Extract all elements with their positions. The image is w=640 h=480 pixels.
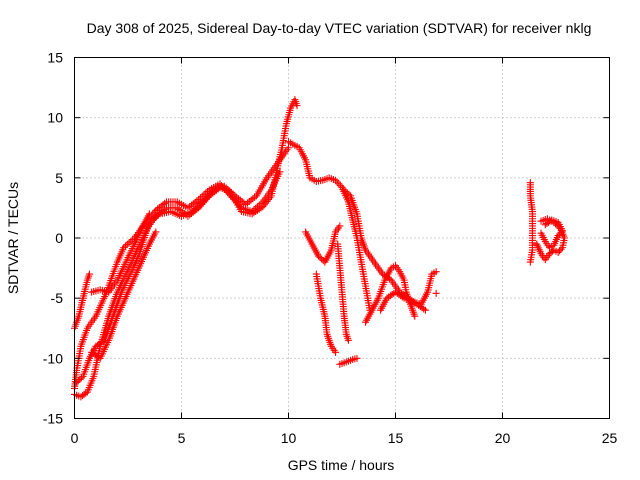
data-point: [77, 374, 85, 382]
data-point: [74, 377, 82, 385]
data-point: [335, 180, 343, 188]
data-point: [343, 189, 351, 197]
series-track-n: [377, 268, 440, 314]
data-point: [293, 102, 301, 110]
data-point: [541, 221, 549, 229]
data-point: [177, 207, 185, 215]
data-point: [276, 168, 284, 176]
y-tick-label: -15: [43, 411, 63, 427]
data-point: [543, 220, 551, 228]
data-point: [257, 204, 265, 212]
data-point: [193, 205, 201, 213]
y-tick-label: 5: [55, 170, 63, 186]
data-point: [432, 289, 440, 297]
data-point: [245, 197, 253, 205]
data-point: [155, 210, 163, 218]
series-track-r: [537, 216, 566, 252]
data-point: [125, 239, 133, 247]
data-point: [537, 217, 545, 225]
data-point: [204, 194, 212, 202]
x-tick-label: 15: [388, 430, 404, 446]
data-point: [161, 199, 169, 207]
data-point: [432, 268, 440, 276]
data-point: [209, 189, 217, 197]
data-point: [193, 197, 201, 205]
data-point: [155, 204, 163, 212]
data-point: [123, 240, 131, 248]
data-point: [411, 312, 419, 320]
data-point: [314, 252, 322, 260]
data-point: [316, 254, 324, 262]
data-point: [199, 199, 207, 207]
x-axis-label: GPS time / hours: [288, 457, 395, 473]
series-track-o: [432, 289, 440, 297]
data-point: [353, 354, 361, 362]
x-tick-label: 20: [495, 430, 511, 446]
data-point: [202, 195, 210, 203]
data-point: [187, 201, 195, 209]
series-track-d: [73, 96, 301, 386]
data-point: [252, 208, 260, 216]
data-point: [398, 293, 406, 301]
axis-ticks: [74, 57, 610, 419]
series-track-g: [285, 138, 374, 314]
series-track-j: [334, 240, 352, 344]
data-points: [71, 96, 569, 401]
series-track-p: [526, 179, 536, 266]
x-tick-labels: 0 5 10 15 20 25: [71, 430, 618, 446]
series-track-i: [312, 270, 340, 356]
data-point: [198, 200, 206, 208]
series-track-f: [88, 210, 153, 296]
data-point: [195, 204, 203, 212]
y-tick-label: 0: [55, 230, 63, 246]
data-point: [251, 193, 259, 201]
chart-title: Day 308 of 2025, Sidereal Day-to-day VTE…: [87, 20, 592, 36]
data-point: [253, 206, 261, 214]
y-tick-label: -5: [51, 290, 64, 306]
data-point: [336, 222, 344, 230]
x-tick-label: 5: [178, 430, 186, 446]
data-point: [340, 186, 348, 194]
y-tick-label: 10: [47, 110, 63, 126]
data-point: [201, 197, 209, 205]
data-point: [187, 210, 195, 218]
data-point: [161, 205, 169, 213]
x-tick-label: 0: [71, 430, 79, 446]
data-point: [421, 306, 429, 314]
data-point: [196, 202, 204, 210]
series-track-h: [302, 222, 344, 266]
y-tick-label: -10: [43, 350, 63, 366]
data-point: [145, 210, 153, 218]
data-point: [342, 187, 350, 195]
data-point: [152, 228, 160, 236]
series-track-e: [88, 228, 160, 362]
data-point: [85, 270, 93, 278]
series-track-k: [336, 354, 361, 368]
data-point: [345, 190, 353, 198]
data-point: [332, 348, 340, 356]
y-axis-label: SDTVAR / TECUs: [5, 182, 21, 294]
y-tick-labels: -15 -10 -5 0 5 10 15: [43, 50, 63, 427]
y-tick-label: 15: [47, 50, 63, 66]
data-point: [557, 245, 565, 253]
data-point: [344, 336, 352, 344]
data-point: [285, 144, 292, 152]
data-point: [318, 255, 326, 263]
x-tick-label: 25: [602, 430, 618, 446]
data-point: [420, 305, 428, 313]
data-point: [526, 258, 534, 266]
x-tick-label: 10: [281, 430, 297, 446]
series-track-l: [340, 186, 429, 314]
data-point: [76, 375, 84, 383]
